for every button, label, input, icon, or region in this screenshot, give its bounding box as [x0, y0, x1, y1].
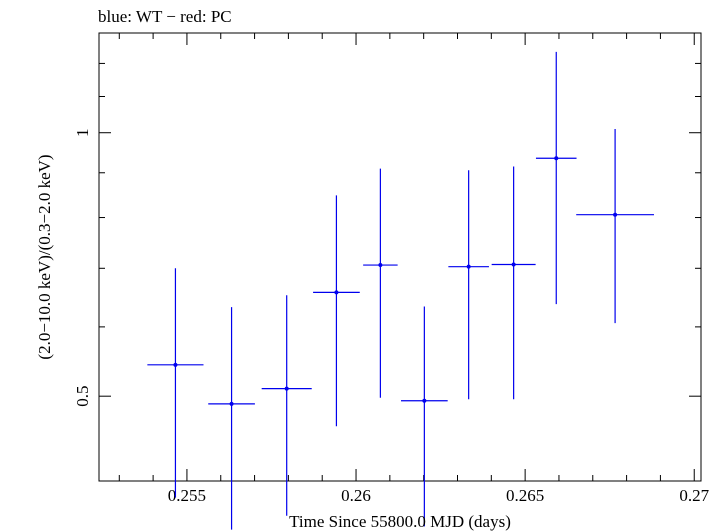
- data-point: [229, 401, 234, 406]
- data-point: [334, 290, 339, 295]
- y-axis-label: (2.0−10.0 keV)/(0.3−2.0 keV): [35, 154, 54, 359]
- chart-title: blue: WT − red: PC: [98, 7, 232, 26]
- x-tick-label: 0.265: [506, 486, 544, 505]
- data-point: [422, 398, 427, 403]
- data-point: [613, 212, 618, 217]
- tick-labels: 0.255 0.26 0.265 0.27 0.5 1: [73, 128, 710, 505]
- data-marks: [147, 51, 654, 530]
- x-tick-label: 0.26: [341, 486, 371, 505]
- data-point: [466, 264, 471, 269]
- y-tick-label: 0.5: [73, 386, 92, 407]
- data-point: [378, 263, 383, 268]
- x-tick-label: 0.27: [679, 486, 709, 505]
- x-tick-label: 0.255: [168, 486, 206, 505]
- axis-ticks: [99, 33, 701, 482]
- plot-frame: [98, 32, 702, 482]
- x-axis-label: Time Since 55800.0 MJD (days): [289, 512, 511, 531]
- y-tick-label: 1: [73, 128, 92, 137]
- data-point: [284, 386, 289, 391]
- data-point: [511, 262, 516, 267]
- data-point: [554, 156, 559, 161]
- data-point: [173, 362, 178, 367]
